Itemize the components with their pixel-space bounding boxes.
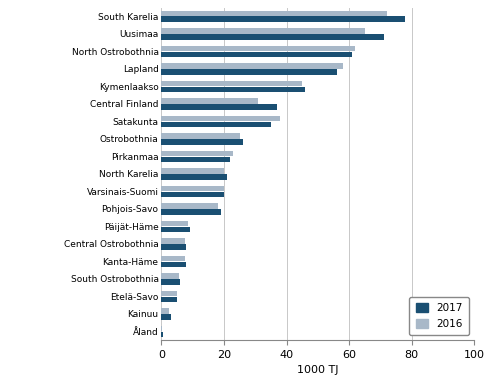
Bar [161,203,217,209]
Bar [161,69,336,74]
Bar [161,150,233,156]
Bar [161,139,242,145]
Bar [161,63,342,69]
Bar [161,256,184,261]
Bar [161,98,258,104]
Bar [161,28,364,34]
Bar [161,122,270,127]
Bar [161,226,189,232]
Bar [161,279,180,285]
Bar [161,156,230,162]
Bar [161,104,277,110]
Bar [161,87,305,92]
X-axis label: 1000 TJ: 1000 TJ [297,366,338,375]
Bar [161,244,186,250]
Bar [161,291,177,296]
Bar [161,221,187,226]
Bar [161,238,184,244]
Bar [161,133,239,139]
Bar [161,34,383,40]
Bar [161,81,302,86]
Bar [161,273,178,279]
Bar [161,209,221,215]
Bar [161,116,280,121]
Bar [161,186,224,191]
Bar [161,51,351,57]
Bar [161,46,355,51]
Bar [161,314,170,320]
Bar [161,17,405,22]
Bar [161,332,163,337]
Bar [161,297,177,302]
Bar [161,11,386,16]
Bar [161,192,224,197]
Bar [161,308,169,314]
Legend: 2017, 2016: 2017, 2016 [408,297,468,335]
Bar [161,262,186,267]
Bar [161,168,224,174]
Bar [161,326,162,331]
Bar [161,174,226,180]
